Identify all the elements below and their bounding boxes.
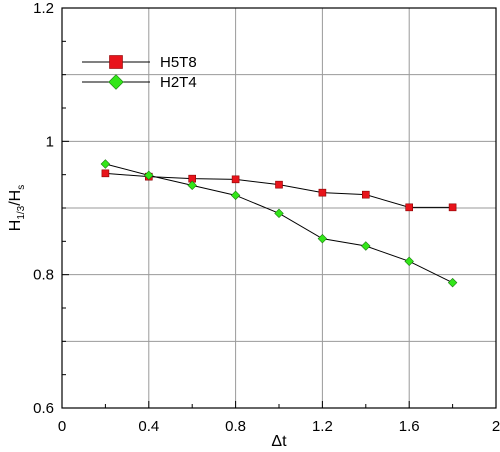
- grid-lines: [62, 8, 496, 408]
- data-point: [187, 180, 197, 191]
- legend-entry: H5T8: [82, 54, 197, 71]
- data-point: [317, 233, 328, 244]
- y-tick-label: 1.2: [33, 0, 54, 17]
- data-point: [448, 203, 457, 212]
- x-tick-label: 1.2: [312, 418, 333, 435]
- data-point: [144, 170, 154, 181]
- x-axis-title: Δt: [271, 433, 287, 450]
- y-axis-ticks: 0.6 0.8 1 1.2: [33, 0, 69, 417]
- data-point: [230, 190, 241, 201]
- data-point: [274, 208, 284, 219]
- data-point: [447, 277, 458, 288]
- y-tick-label: 0.6: [33, 400, 54, 417]
- x-tick-label: 0.8: [225, 418, 246, 435]
- series-line: [105, 172, 453, 208]
- legend-label: H2T4: [160, 74, 197, 91]
- data-point: [405, 203, 414, 212]
- data-point: [404, 256, 414, 267]
- legend-marker: [108, 74, 124, 90]
- y-title-sub2: s: [16, 185, 27, 190]
- x-tick-label: 0: [58, 418, 66, 435]
- x-tick-label: 2: [492, 418, 500, 435]
- x-tick-label: 0.4: [138, 418, 159, 435]
- data-point: [361, 241, 371, 251]
- y-tick-label: 1: [46, 133, 54, 150]
- x-axis-ticks: 0 0.4 0.8 1.2 1.6 2: [58, 401, 500, 435]
- data-point: [101, 169, 110, 178]
- series-H5T8: [101, 169, 457, 212]
- data-point: [361, 190, 370, 199]
- legend-entry: H2T4: [82, 74, 197, 91]
- y-title-slash: /H: [7, 190, 24, 206]
- y-title-sub1: 1/3: [16, 205, 27, 219]
- legend-label: H5T8: [160, 54, 197, 71]
- x-tick-label: 1.6: [399, 418, 420, 435]
- data-point: [318, 188, 327, 197]
- y-axis-title: H1/3/Hs: [7, 185, 27, 231]
- series-layer: [100, 159, 458, 288]
- y-tick-label: 0.8: [33, 267, 54, 284]
- data-point: [231, 175, 240, 184]
- series-H2T4: [100, 159, 458, 288]
- data-point: [100, 159, 111, 169]
- legend: H5T8 H2T4: [82, 54, 197, 91]
- legend-marker: [109, 55, 123, 69]
- data-point: [275, 180, 283, 189]
- y-title-h: H: [7, 220, 24, 232]
